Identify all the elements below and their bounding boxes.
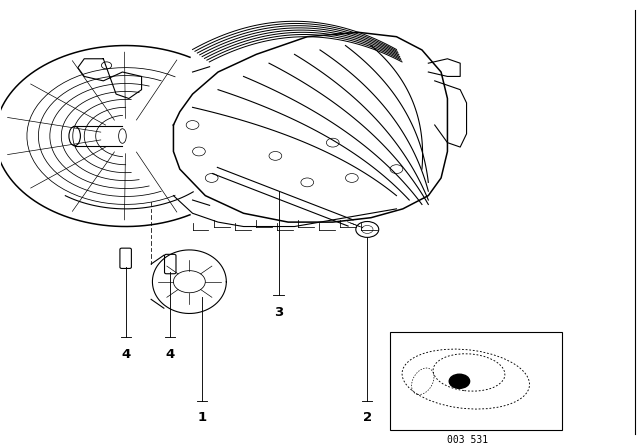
Text: 003 531: 003 531 (447, 435, 488, 445)
Bar (390, 332, 562, 430)
FancyBboxPatch shape (164, 254, 176, 274)
Text: 1: 1 (198, 411, 207, 424)
Text: 4: 4 (121, 348, 131, 361)
Text: 4: 4 (166, 348, 175, 361)
FancyBboxPatch shape (120, 248, 131, 268)
Circle shape (449, 374, 470, 388)
Text: 2: 2 (363, 411, 372, 424)
Text: 3: 3 (274, 306, 284, 319)
